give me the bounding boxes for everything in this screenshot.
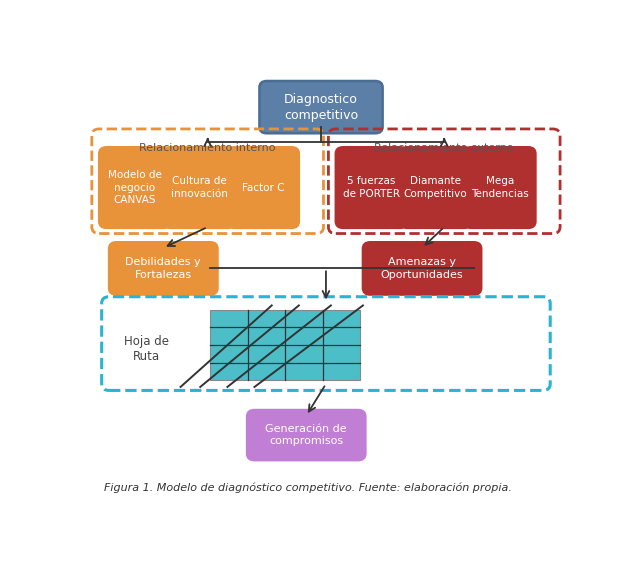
FancyBboxPatch shape: [464, 147, 536, 228]
FancyBboxPatch shape: [400, 147, 471, 228]
FancyBboxPatch shape: [336, 147, 407, 228]
Text: Hoja de
Ruta: Hoja de Ruta: [123, 335, 169, 363]
Text: Mega
Tendencias: Mega Tendencias: [471, 177, 529, 199]
Text: Generación de
compromisos: Generación de compromisos: [265, 424, 347, 447]
Text: Amenazas y
Oportunidades: Amenazas y Oportunidades: [381, 257, 464, 280]
Text: Modelo de
negocio
CANVAS: Modelo de negocio CANVAS: [108, 170, 162, 205]
Text: Figura 1. Modelo de diagnóstico competitivo. Fuente: elaboración propia.: Figura 1. Modelo de diagnóstico competit…: [104, 482, 512, 493]
Text: Diagnostico
competitivo: Diagnostico competitivo: [284, 93, 358, 122]
FancyBboxPatch shape: [163, 147, 235, 228]
FancyBboxPatch shape: [210, 310, 361, 380]
Text: Diamante
Competitivo: Diamante Competitivo: [404, 177, 467, 199]
Text: Relacionamiento interno: Relacionamiento interno: [139, 143, 276, 153]
FancyBboxPatch shape: [228, 147, 299, 228]
FancyBboxPatch shape: [363, 242, 481, 294]
FancyBboxPatch shape: [109, 242, 218, 294]
Text: Cultura de
innovación: Cultura de innovación: [170, 177, 228, 199]
FancyBboxPatch shape: [99, 147, 170, 228]
FancyBboxPatch shape: [259, 81, 383, 134]
Text: Relacionamiento externo: Relacionamiento externo: [375, 143, 514, 153]
FancyBboxPatch shape: [247, 410, 365, 460]
Text: Factor C: Factor C: [242, 183, 284, 192]
Text: Debilidades y
Fortalezas: Debilidades y Fortalezas: [125, 257, 201, 280]
Text: 5 fuerzas
de PORTER: 5 fuerzas de PORTER: [343, 177, 400, 199]
